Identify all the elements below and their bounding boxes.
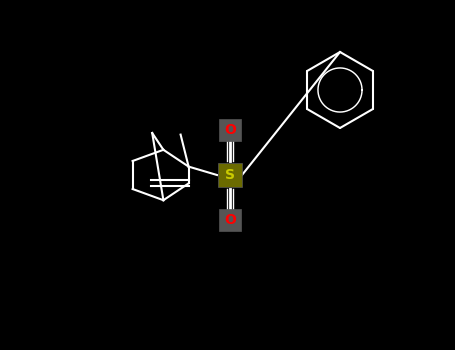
Text: O: O bbox=[224, 213, 236, 227]
Text: S: S bbox=[225, 168, 235, 182]
FancyBboxPatch shape bbox=[218, 163, 242, 187]
FancyBboxPatch shape bbox=[219, 119, 241, 141]
FancyBboxPatch shape bbox=[219, 209, 241, 231]
Text: O: O bbox=[224, 123, 236, 137]
